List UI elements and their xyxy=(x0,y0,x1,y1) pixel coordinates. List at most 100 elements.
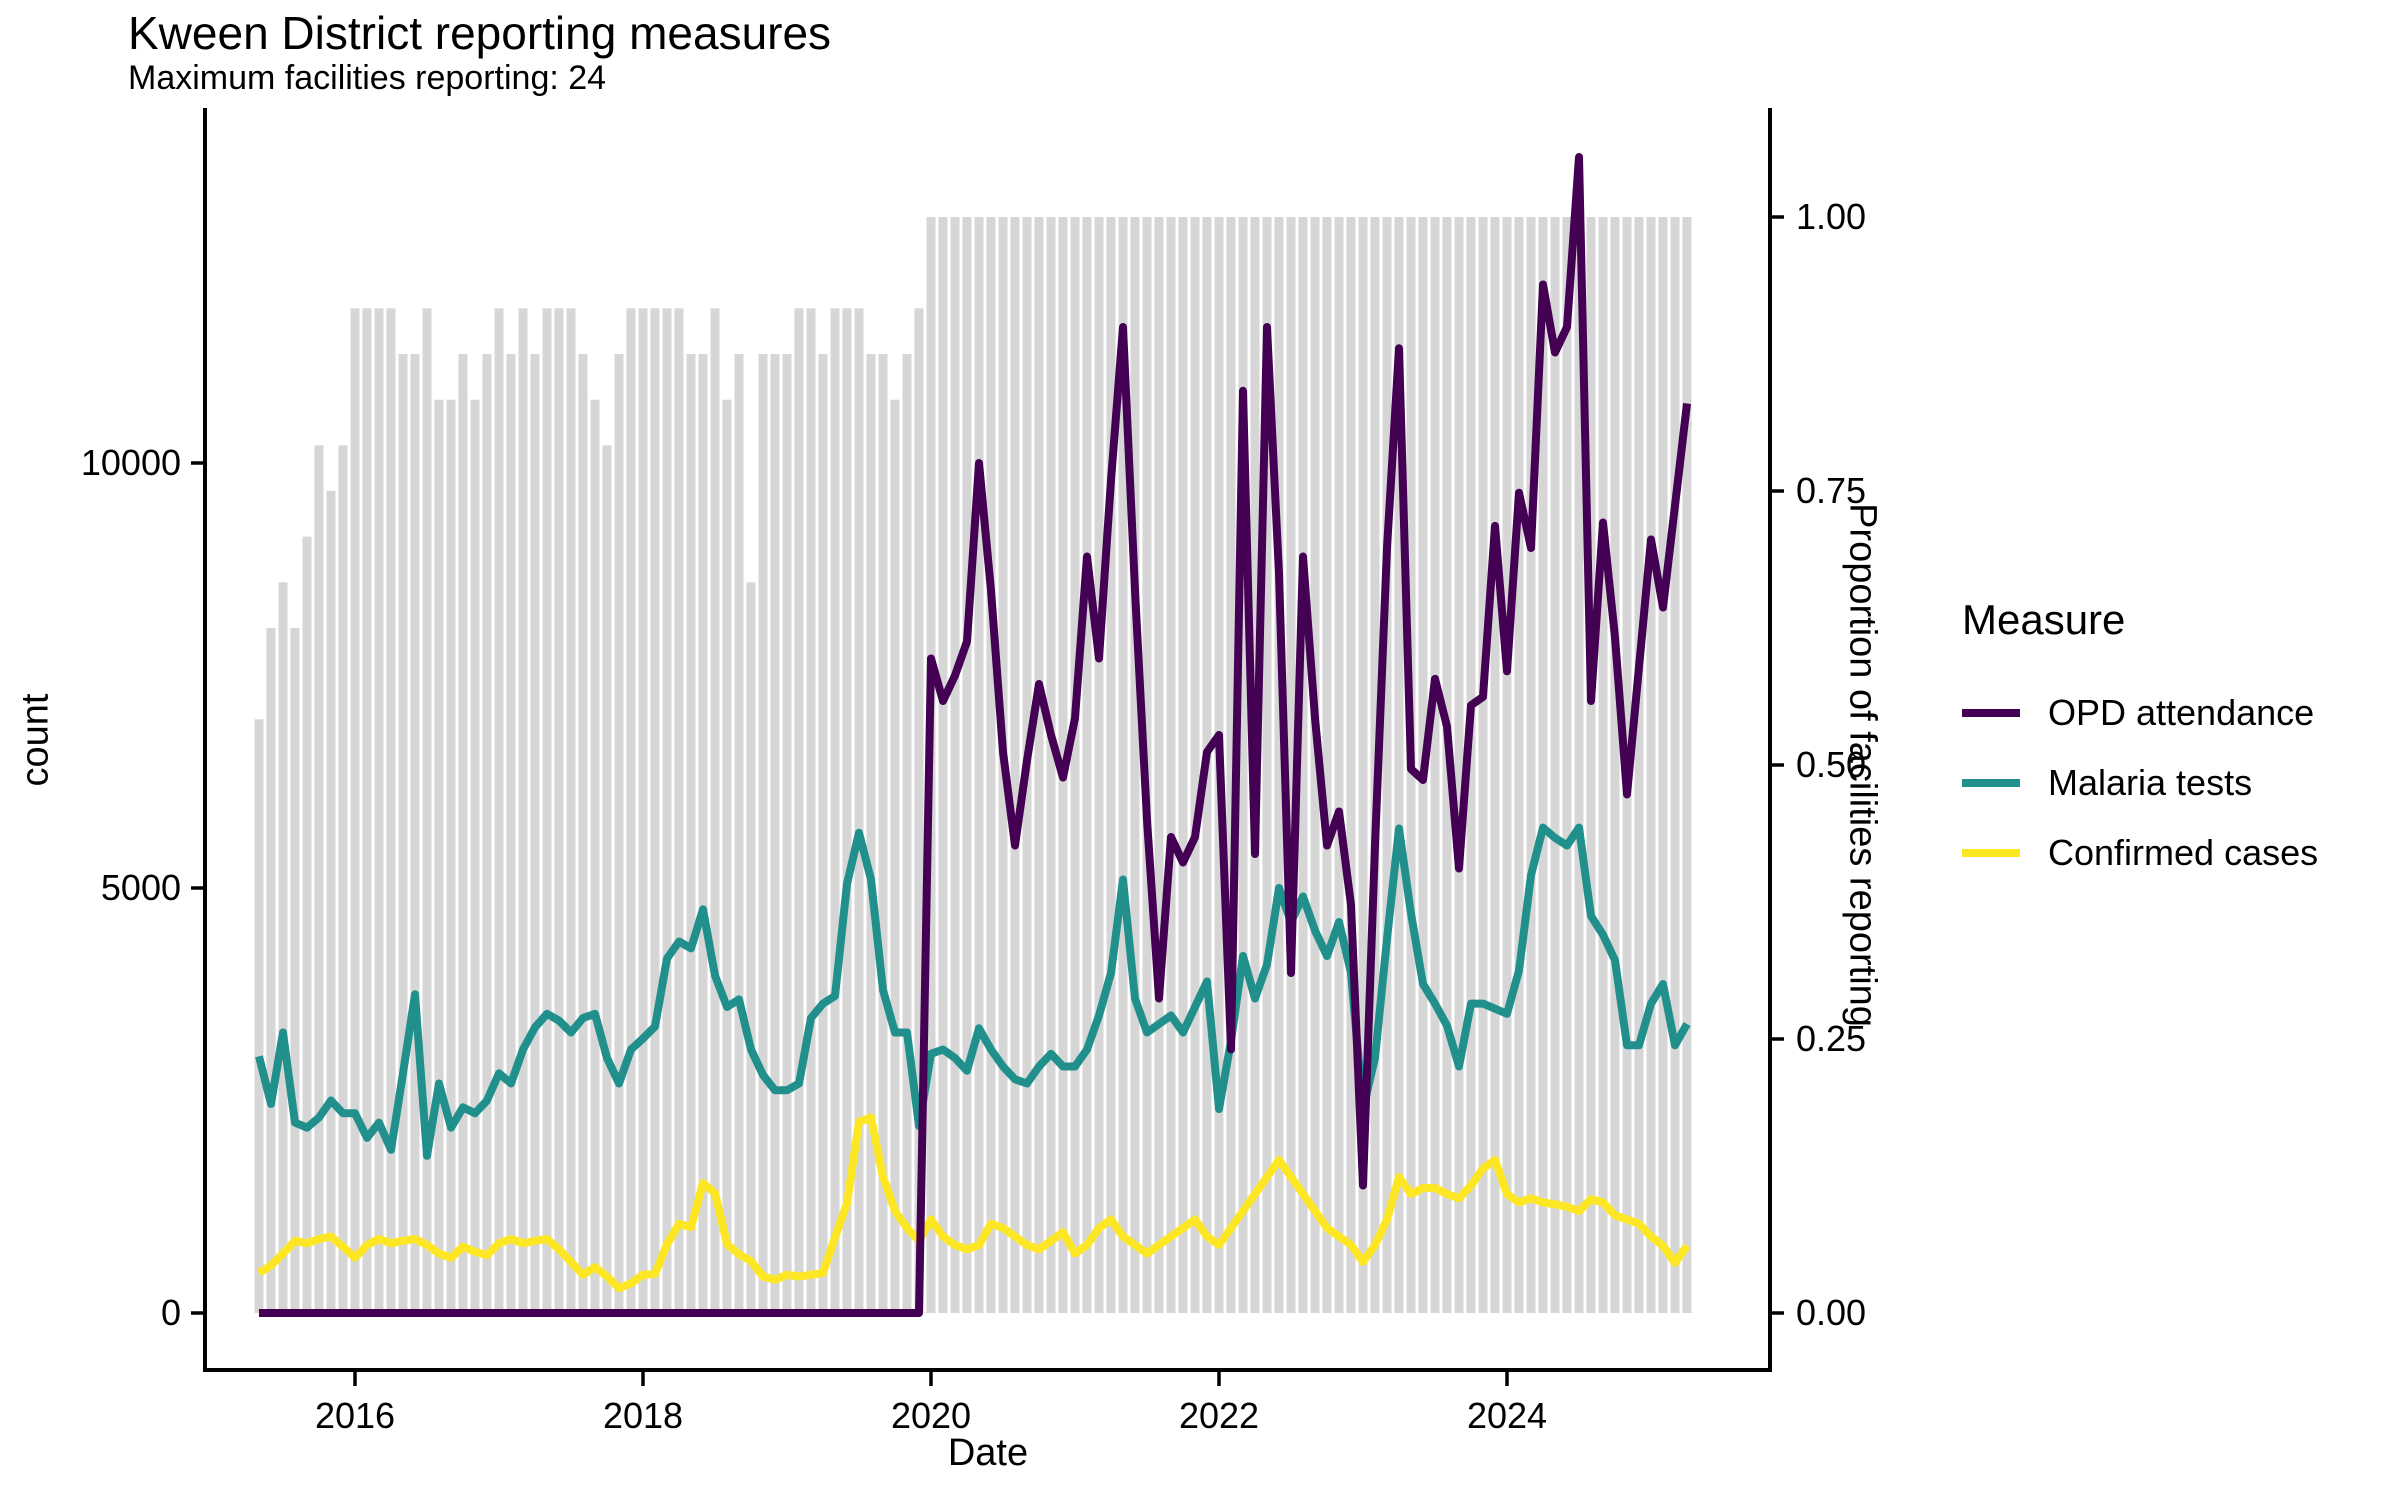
facility-proportion-bar xyxy=(806,308,816,1313)
facility-proportion-bar xyxy=(818,354,828,1313)
facility-proportion-bar xyxy=(1514,217,1524,1313)
facility-proportion-bar xyxy=(530,354,540,1313)
facility-proportion-bar xyxy=(686,354,696,1313)
facility-proportion-bar xyxy=(914,308,924,1313)
facility-proportion-bar xyxy=(710,308,720,1313)
legend-item-opd: OPD attendance xyxy=(1962,678,2318,748)
facility-proportion-bar xyxy=(518,308,528,1313)
facility-proportion-bar xyxy=(482,354,492,1313)
x-axis-title-date: Date xyxy=(947,1432,1029,1474)
facility-proportion-bar xyxy=(1262,217,1272,1313)
facility-proportion-bar xyxy=(338,445,348,1313)
facility-proportion-bar xyxy=(1334,217,1344,1313)
facility-proportion-bar xyxy=(854,308,864,1313)
facility-proportion-bar xyxy=(662,308,672,1313)
facility-proportion-bar xyxy=(1490,217,1500,1313)
legend-item-malaria-tests: Malaria tests xyxy=(1962,748,2318,818)
facility-proportion-bar xyxy=(290,628,300,1313)
facility-proportion-bar xyxy=(446,399,456,1313)
facility-proportion-bar xyxy=(986,217,996,1313)
facility-proportion-bar xyxy=(1070,217,1080,1313)
facility-proportion-bar xyxy=(830,308,840,1313)
facility-proportion-bar xyxy=(698,354,708,1313)
facility-proportion-bar xyxy=(890,399,900,1313)
facility-proportion-bar xyxy=(1106,217,1116,1313)
x-tick-label: 2020 xyxy=(891,1395,971,1436)
facility-proportion-bar xyxy=(638,308,648,1313)
facility-proportion-bar xyxy=(650,308,660,1313)
facility-proportion-bar xyxy=(626,308,636,1313)
facility-proportion-bar xyxy=(1598,217,1608,1313)
facility-proportion-bar xyxy=(302,536,312,1313)
chart-subtitle: Maximum facilities reporting: 24 xyxy=(128,59,607,97)
facility-proportion-bar xyxy=(746,582,756,1313)
facility-proportion-bar xyxy=(1502,217,1512,1313)
facility-proportion-bar xyxy=(1394,217,1404,1313)
y-tick-label-right: 0.00 xyxy=(1796,1292,1866,1333)
facility-proportion-bar xyxy=(962,217,972,1313)
x-tick-label: 2018 xyxy=(603,1395,683,1436)
confirmed-cases-line-swatch-icon xyxy=(1962,849,2020,857)
facility-proportion-bar xyxy=(1562,217,1572,1313)
facility-proportion-bar xyxy=(1166,217,1176,1313)
y-axis-title-count: count xyxy=(14,693,57,787)
legend-title: Measure xyxy=(1962,596,2126,643)
facility-proportion-bar xyxy=(722,399,732,1313)
facility-proportion-bar xyxy=(578,354,588,1313)
legend-item-confirmed-cases: Confirmed cases xyxy=(1962,818,2318,888)
legend-item-label: Confirmed cases xyxy=(2048,832,2319,873)
line-opd-attendance xyxy=(259,153,1691,1317)
facility-proportion-bar xyxy=(758,354,768,1313)
facility-proportion-bar xyxy=(1646,217,1656,1313)
facility-proportion-bar xyxy=(842,308,852,1313)
facility-proportion-bar xyxy=(1382,217,1392,1313)
facility-proportion-bar xyxy=(1154,217,1164,1313)
facility-proportion-bar xyxy=(386,308,396,1313)
facility-proportion-bar xyxy=(1310,217,1320,1313)
facility-proportion-bar xyxy=(434,399,444,1313)
y-tick-label-right: 0.75 xyxy=(1796,470,1866,511)
facility-proportion-bar xyxy=(1586,217,1596,1313)
chart-title: Kween District reporting measures xyxy=(128,7,832,59)
facility-proportion-bar xyxy=(506,354,516,1313)
facility-proportion-bar xyxy=(1574,217,1584,1313)
facility-proportion-bar xyxy=(782,354,792,1313)
facility-proportion-bar xyxy=(1430,217,1440,1313)
facility-proportion-bar xyxy=(470,399,480,1313)
facility-proportion-bar xyxy=(1538,217,1548,1313)
x-tick-label: 2022 xyxy=(1179,1395,1259,1436)
facility-proportion-bar xyxy=(1670,217,1680,1313)
y-tick-label-right: 0.50 xyxy=(1796,744,1866,785)
legend: Measure OPD attendance Malaria tests Con… xyxy=(1962,596,2318,888)
facility-proportion-bar xyxy=(1346,217,1356,1313)
facility-proportion-bar xyxy=(938,217,948,1313)
x-tick-label: 2016 xyxy=(315,1395,395,1436)
facility-proportion-bar xyxy=(410,354,420,1313)
facility-proportion-bar xyxy=(1526,217,1536,1313)
facility-proportion-bar xyxy=(674,308,684,1313)
facility-proportion-bar xyxy=(1046,217,1056,1313)
facility-proportion-bar xyxy=(542,308,552,1313)
line-confirmed-cases xyxy=(256,1113,1691,1293)
facility-proportion-bar xyxy=(494,308,504,1313)
facility-proportion-bar xyxy=(1274,217,1284,1313)
facility-proportion-bar xyxy=(1358,217,1368,1313)
y-tick-label-right: 1.00 xyxy=(1796,196,1866,237)
facility-proportion-bar xyxy=(422,308,432,1313)
line-malaria-tests xyxy=(255,823,1691,1160)
facility-proportion-bar xyxy=(266,628,276,1313)
facility-proportion-bar xyxy=(1658,217,1668,1313)
facility-proportion-bar xyxy=(1226,217,1236,1313)
facility-proportion-bar xyxy=(1634,217,1644,1313)
malaria-tests-line-swatch-icon xyxy=(1962,779,2020,787)
legend-item-label: Malaria tests xyxy=(2048,762,2253,803)
facility-proportion-bar xyxy=(362,308,372,1313)
facility-proportion-bar xyxy=(1466,217,1476,1313)
y-tick-label-right: 0.25 xyxy=(1796,1018,1866,1059)
facility-proportion-bar xyxy=(1322,217,1332,1313)
facility-proportion-bar xyxy=(350,308,360,1313)
y-tick-label-left: 5000 xyxy=(101,867,181,908)
facility-proportion-bar xyxy=(590,399,600,1313)
